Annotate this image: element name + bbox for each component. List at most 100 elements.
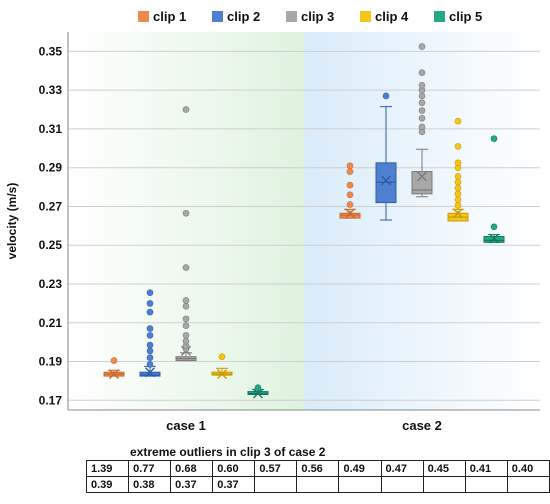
y-tick-label: 0.17: [39, 393, 63, 407]
table-cell: 0.47: [380, 460, 424, 477]
table-cell: 0.40: [506, 460, 550, 477]
outlier-point: [346, 168, 354, 175]
legend-label: clip 1: [153, 9, 186, 24]
outlier-point: [418, 69, 426, 77]
table-cell: 0.38: [128, 476, 172, 493]
mean-marker: [345, 208, 355, 219]
outlier-point: [182, 297, 190, 304]
legend-swatch: [212, 11, 223, 22]
legend-label: clip 5: [449, 9, 482, 24]
outlier-point: [110, 357, 118, 364]
mean-marker: [417, 171, 427, 182]
outlier-point: [182, 315, 190, 323]
table-cell: 0.39: [85, 476, 130, 493]
outlier-point: [146, 300, 154, 307]
outlier-point: [346, 201, 354, 208]
outlier-point: [418, 107, 426, 114]
outlier-point: [182, 106, 190, 113]
outlier-point: [418, 123, 426, 131]
outlier-table-title: extreme outliers in clip 3 of case 2: [130, 445, 326, 459]
legend-swatch: [138, 11, 149, 22]
table-cell: 0.45: [422, 460, 466, 477]
y-tick-label: 0.35: [39, 44, 63, 58]
outlier-point: [146, 347, 154, 355]
outlier-point: [418, 99, 426, 107]
mean-marker: [253, 388, 263, 399]
outlier-point: [418, 82, 426, 89]
y-axis-label: velocity (m/s): [5, 183, 19, 260]
outlier-point: [490, 223, 498, 231]
table-cell: [254, 476, 298, 493]
legend-label: clip 3: [301, 9, 334, 24]
outlier-point: [454, 202, 462, 209]
outlier-point: [454, 143, 462, 150]
mean-marker: [381, 175, 391, 186]
outlier-point: [454, 184, 462, 192]
table-cell: 1.39: [85, 460, 130, 477]
table-cell: 0.77: [128, 460, 172, 477]
y-tick-label: 0.31: [39, 122, 63, 136]
outlier-point: [146, 354, 154, 361]
table-cell: [464, 476, 508, 493]
y-tick-label: 0.21: [39, 316, 63, 330]
mean-marker: [489, 233, 499, 244]
outlier-point: [346, 191, 354, 199]
outlier-point: [182, 337, 190, 345]
mean-marker: [217, 369, 227, 380]
outlier-point: [418, 114, 426, 122]
table-cell: 0.41: [464, 460, 508, 477]
y-tick-label: 0.23: [39, 277, 63, 291]
outlier-point: [454, 117, 462, 125]
box-plot-chart: 0.35 0.33 0.31 0.29 0.27 0.25 0.23 0.21 0.19 0.17…: [5, 9, 540, 433]
table-cell: [422, 476, 466, 493]
outlier-point: [146, 361, 154, 368]
table-cell: 0.68: [170, 460, 214, 477]
legend-label: clip 4: [375, 9, 409, 24]
table-cell: [296, 476, 340, 493]
outlier-point: [146, 289, 154, 297]
legend-label: clip 2: [227, 9, 260, 24]
outlier-point: [254, 384, 262, 392]
outlier-point: [182, 332, 190, 339]
x-category-label: case 1: [166, 418, 206, 433]
table-cell: [506, 476, 550, 493]
outlier-point: [346, 162, 354, 170]
legend-swatch: [434, 11, 445, 22]
outlier-point: [454, 178, 462, 186]
outlier-point: [146, 308, 154, 316]
table-cell: 0.56: [296, 460, 340, 477]
mean-marker: [145, 367, 155, 378]
table-row: 1.39 0.77 0.68 0.60 0.57 0.56 0.49 0.47 0.45 0.41…: [85, 460, 550, 477]
y-tick-label: 0.29: [39, 161, 63, 175]
x-category-label: case 2: [402, 418, 442, 433]
table-row: 0.39 0.38 0.37 0.37: [85, 476, 550, 493]
table-cell: [380, 476, 424, 493]
y-tick-label: 0.27: [39, 199, 63, 213]
outlier-point: [454, 159, 462, 167]
legend-swatch: [360, 11, 371, 22]
legend-swatch: [286, 11, 297, 22]
table-cell: [338, 476, 382, 493]
outlier-point: [346, 181, 354, 189]
outlier-point: [382, 92, 390, 100]
outlier-point: [146, 325, 154, 332]
outlier-point: [454, 196, 462, 203]
mean-marker: [453, 208, 463, 219]
outlier-point: [182, 322, 190, 329]
outlier-table: 1.39 0.77 0.68 0.60 0.57 0.56 0.49 0.47 0.45 0.41…: [85, 460, 550, 493]
outlier-point: [490, 135, 498, 142]
table-cell: 0.49: [338, 460, 382, 477]
outlier-point: [218, 353, 226, 360]
table-cell: 0.57: [254, 460, 298, 477]
table-cell: 0.60: [212, 460, 256, 477]
outlier-point: [418, 43, 426, 50]
outlier-point: [454, 190, 462, 198]
outlier-point: [418, 92, 426, 100]
table-cell: 0.37: [212, 476, 256, 493]
outlier-point: [182, 209, 190, 217]
outlier-point: [454, 173, 462, 180]
outlier-point: [146, 341, 154, 349]
outlier-point: [182, 264, 190, 271]
table-cell: 0.37: [170, 476, 214, 493]
y-tick-label: 0.25: [39, 238, 63, 252]
